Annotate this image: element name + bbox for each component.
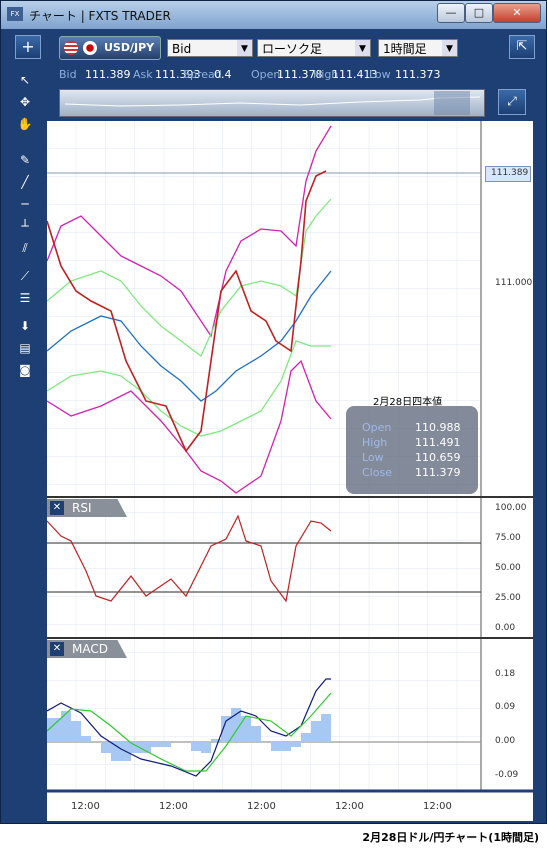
list-tool[interactable]: ▤ [19, 341, 31, 355]
fan-tool[interactable]: ⟋ [20, 269, 30, 283]
camera-tool[interactable]: ◙ [19, 363, 31, 377]
macd-label: MACD [72, 642, 108, 656]
price-label: High [313, 68, 339, 81]
detach-button[interactable]: ⇱ [509, 35, 535, 59]
time-axis-label: 12:00 [247, 801, 276, 812]
price-value: 0.4 [214, 68, 232, 81]
rsi-axis-label: 100.00 [495, 503, 527, 513]
add-button[interactable]: + [15, 35, 41, 59]
price-label: Ask [133, 68, 153, 81]
rsi-axis-label: 0.00 [495, 623, 516, 633]
price-label: Spread [183, 68, 222, 81]
rsi-close[interactable]: ✕ [50, 501, 64, 515]
ohlc-value: 111.379 [415, 466, 461, 479]
price-type: Bid [172, 42, 192, 56]
ohlc-value: 110.659 [415, 451, 461, 464]
time-axis-label: 12:00 [423, 801, 452, 812]
jp-flag [83, 41, 97, 55]
ohlc-title: 2月28日四本値 [373, 397, 443, 408]
price-value: 111.413 [332, 68, 378, 81]
timeframe-dropdown[interactable]: 1時間足 ▼ [378, 39, 458, 57]
time-axis-label: 12:00 [335, 801, 364, 812]
time-axis-label: 12:00 [71, 801, 100, 812]
save-tool[interactable]: ⬇ [19, 319, 31, 333]
chart-type: ローソク足 [262, 42, 323, 56]
zoom-button[interactable]: ⤢ [498, 89, 526, 115]
macd-axis-label: 0.18 [495, 669, 516, 679]
window-title: チャート | FXTS TRADER [29, 9, 171, 23]
macd-tab [47, 640, 127, 658]
price-value: 111.373 [395, 68, 441, 81]
price-axis-label: 111.000 [495, 278, 533, 288]
ohlc-label: Low [362, 451, 384, 464]
chart-type-dropdown[interactable]: ローソク足 ▼ [257, 39, 371, 57]
us-flag [64, 41, 78, 55]
ohlc-label: High [362, 436, 388, 449]
fib-tool[interactable]: ☰ [19, 291, 31, 305]
dropdown-arrow: ▼ [237, 40, 252, 56]
time-axis-label: 12:00 [159, 801, 188, 812]
hline-tool[interactable]: ─ [21, 197, 29, 211]
pen-tool[interactable]: ✎ [19, 153, 31, 167]
vline-tool[interactable]: ┴ [21, 219, 29, 233]
price-label: Bid [59, 68, 77, 81]
ohlc-label: Open [362, 421, 392, 434]
navigator[interactable] [59, 89, 485, 117]
close-button[interactable]: ✕ [493, 3, 541, 23]
indicator-lines [47, 125, 332, 494]
ohlc-value: 110.988 [415, 421, 461, 434]
rsi-axis-label: 50.00 [495, 563, 521, 573]
chart-area [47, 121, 533, 821]
crosshair-tool[interactable]: ✥ [19, 95, 31, 109]
current-price-marker [485, 166, 531, 182]
minimize-button[interactable]: — [437, 3, 465, 23]
price-value: 111.393 [155, 68, 201, 81]
price-label: Open [251, 68, 281, 81]
cursor-tool[interactable]: ↖ [19, 73, 31, 87]
dropdown-arrow: ▼ [355, 40, 370, 56]
macd-close[interactable]: ✕ [50, 642, 64, 656]
timeframe: 1時間足 [383, 42, 427, 56]
app-icon: FX [7, 7, 23, 21]
ohlc-value: 111.491 [415, 436, 461, 449]
symbol-button[interactable]: USD/JPY [59, 36, 161, 60]
current-price-label: 111.389 [491, 168, 529, 178]
dropdown-arrow: ▼ [442, 40, 457, 56]
title-bar: FX チャート | FXTS TRADER — □ ✕ [1, 1, 546, 29]
maximize-button[interactable]: □ [465, 3, 493, 23]
macd-axis-label: -0.09 [495, 770, 519, 780]
price-value: 111.389 [85, 68, 131, 81]
ohlc-box [346, 406, 478, 494]
caption: 2月28日ドル/円チャート(1時間足) [362, 831, 539, 844]
rsi-axis-label: 25.00 [495, 593, 521, 603]
navigator-line [64, 91, 481, 115]
left-toolbar: ↖ ✥ ✋ ✎ ╱ ─ ┴ ⫽ ⟋ ☰ ⬇ ▤ ◙ [11, 69, 39, 381]
rsi-tab [47, 499, 127, 517]
hand-tool[interactable]: ✋ [17, 117, 33, 131]
rsi-label: RSI [72, 501, 92, 515]
ohlc-label: Close [362, 466, 392, 479]
price-value: 111.378 [277, 68, 323, 81]
channel-tool[interactable]: ⫽ [22, 241, 28, 255]
price-type-dropdown[interactable]: Bid ▼ [167, 39, 253, 57]
rsi-axis-label: 75.00 [495, 533, 521, 543]
macd-axis-label: 0.09 [495, 702, 516, 712]
line-tool[interactable]: ╱ [21, 175, 29, 189]
window: FX チャート | FXTS TRADER — □ ✕ + USD/JPY Bi… [0, 0, 547, 824]
macd-axis-label: 0.00 [495, 736, 516, 746]
price-label: Low [369, 68, 391, 81]
symbol: USD/JPY [104, 41, 155, 54]
